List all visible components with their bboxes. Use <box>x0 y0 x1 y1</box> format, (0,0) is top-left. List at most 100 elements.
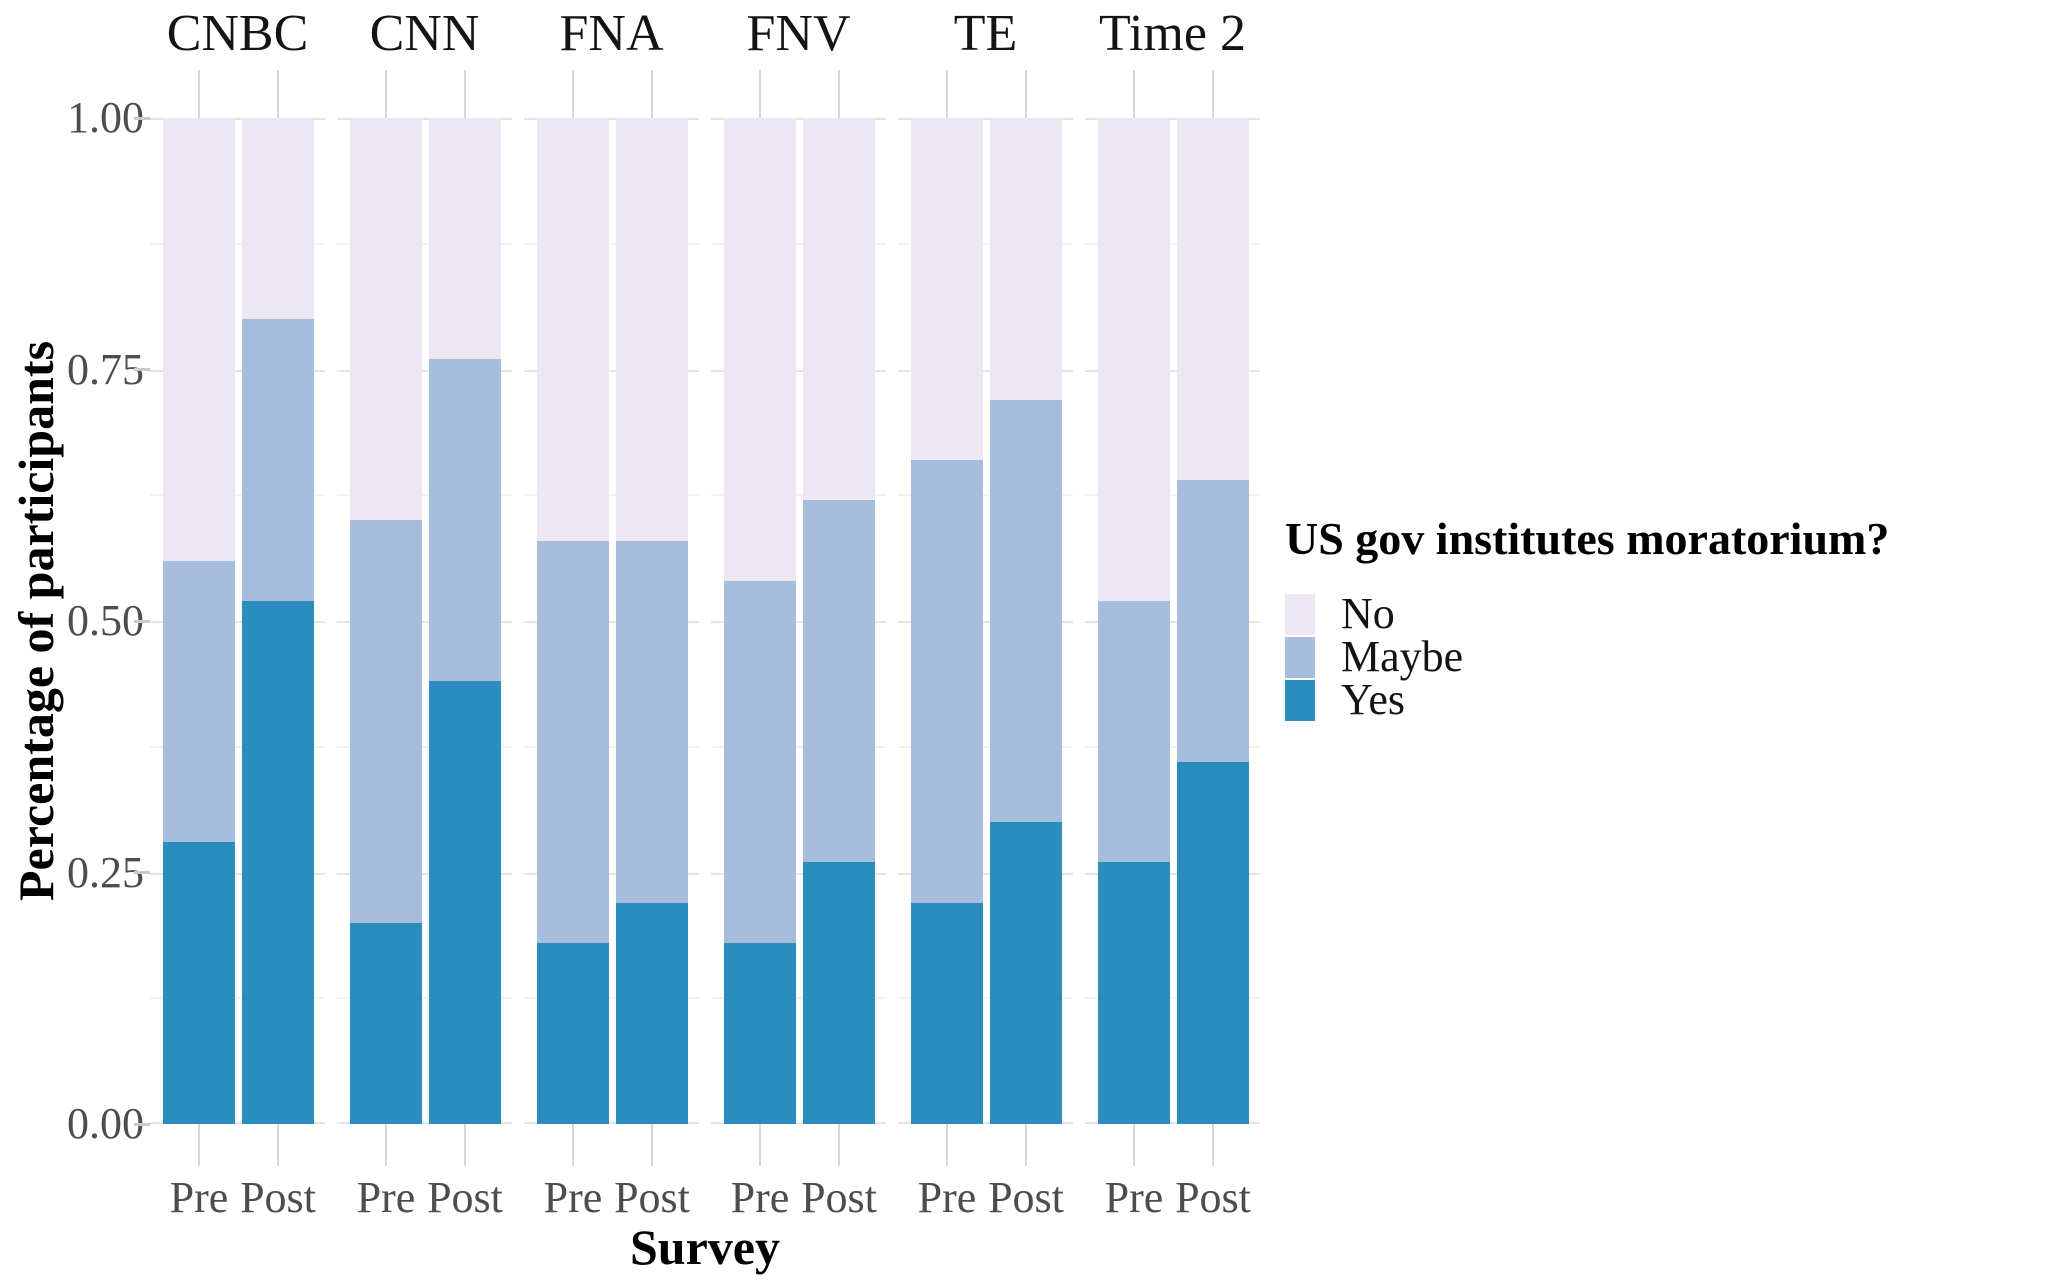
x-tick-label-fna-post: Post <box>614 1173 690 1222</box>
x-axis-tick <box>946 1124 948 1166</box>
gridline-minor <box>898 997 1073 1000</box>
gridline-major <box>711 872 886 875</box>
bar-segment-no <box>242 118 314 320</box>
x-axis-tick <box>759 1124 761 1166</box>
x-tick-label-cnbc-pre: Pre <box>169 1173 229 1222</box>
x-axis-tick <box>277 1124 279 1166</box>
bar-cnbc-pre <box>163 118 235 1124</box>
x-axis-tick <box>385 1124 387 1166</box>
bar-segment-yes <box>1177 761 1249 1124</box>
bar-segment-maybe <box>163 560 235 843</box>
x-tick-label-fnv-post: Post <box>801 1173 877 1222</box>
gridline-major <box>1085 621 1260 623</box>
gridline-major <box>1085 1122 1260 1124</box>
legend-swatch-maybe <box>1285 636 1315 678</box>
top-axis-tick <box>1025 70 1027 118</box>
bar-segment-yes <box>350 922 422 1124</box>
facet-panel-te <box>898 118 1073 1124</box>
gridline-minor <box>711 494 886 497</box>
gridline-minor <box>337 242 512 245</box>
bar-segment-maybe <box>350 520 422 923</box>
gridline-minor <box>337 997 512 1000</box>
gridline-major <box>898 369 1073 372</box>
bar-segment-maybe <box>803 500 875 863</box>
bar-segment-no <box>429 118 501 360</box>
x-tick-label-cnn-pre: Pre <box>356 1173 416 1222</box>
gridline-minor <box>1085 745 1260 748</box>
bar-segment-maybe <box>537 540 609 943</box>
x-tick-label-te-post: Post <box>988 1173 1064 1222</box>
y-tick-label-0.75: 0.75 <box>67 344 144 394</box>
x-tick-label-time-2-pre: Pre <box>1104 1173 1164 1222</box>
bar-segment-yes <box>429 681 501 1124</box>
bar-segment-maybe <box>990 399 1062 823</box>
bar-segment-yes <box>911 902 983 1124</box>
bar-segment-yes <box>537 942 609 1124</box>
x-axis-tick <box>838 1124 840 1166</box>
y-tick-label-1.00: 1.00 <box>67 93 144 142</box>
x-axis-tick <box>1212 1124 1214 1166</box>
gridline-major <box>337 1122 512 1124</box>
bar-segment-yes <box>990 822 1062 1124</box>
x-axis-tick <box>1025 1124 1027 1166</box>
bar-segment-yes <box>163 842 235 1124</box>
bar-fna-pre <box>537 118 609 1124</box>
bar-fna-post <box>616 118 688 1124</box>
gridline-major <box>524 621 699 623</box>
top-axis-tick <box>277 70 279 118</box>
y-tick-label-0.50: 0.50 <box>67 596 144 645</box>
y-axis-tick <box>134 619 150 623</box>
gridline-major <box>1085 118 1260 120</box>
facet-label-fnv: FNV <box>746 5 851 62</box>
gridline-major <box>1085 369 1260 372</box>
gridline-major <box>711 369 886 372</box>
legend-label-yes: Yes <box>1341 675 1406 724</box>
gridline-minor <box>524 242 699 245</box>
legend-swatch-yes <box>1285 679 1315 721</box>
x-tick-label-fnv-pre: Pre <box>730 1173 790 1222</box>
gridline-minor <box>150 745 325 748</box>
x-axis-tick <box>464 1124 466 1166</box>
bar-segment-maybe <box>616 540 688 903</box>
bar-segment-no <box>163 118 235 561</box>
gridline-major <box>711 621 886 623</box>
legend-label-maybe: Maybe <box>1341 632 1464 681</box>
gridline-minor <box>524 997 699 1000</box>
bar-segment-yes <box>242 600 314 1124</box>
gridline-minor <box>524 745 699 748</box>
bar-segment-no <box>911 118 983 461</box>
gridline-minor <box>898 242 1073 245</box>
bar-segment-yes <box>724 942 796 1124</box>
bar-fnv-post <box>803 118 875 1124</box>
gridline-major <box>898 1122 1073 1124</box>
facet-label-cnn: CNN <box>369 5 480 62</box>
gridline-major <box>524 1122 699 1124</box>
gridline-minor <box>898 494 1073 497</box>
bar-segment-no <box>616 118 688 541</box>
facet-panel-cnn <box>337 118 512 1124</box>
legend-item-yes: Yes <box>1285 675 1889 724</box>
top-axis-tick <box>464 70 466 118</box>
gridline-minor <box>337 745 512 748</box>
bar-cnbc-post <box>242 118 314 1124</box>
gridline-major <box>898 872 1073 875</box>
gridline-major <box>150 872 325 875</box>
bar-segment-maybe <box>911 460 983 903</box>
y-axis-tick <box>134 368 150 371</box>
gridline-major <box>150 118 325 120</box>
x-axis-tick <box>1133 1124 1135 1166</box>
gridline-minor <box>150 242 325 245</box>
gridline-major <box>524 872 699 875</box>
x-axis-tick <box>572 1124 574 1166</box>
bar-segment-no <box>724 118 796 581</box>
x-axis-tick <box>651 1124 653 1166</box>
x-axis-title: Survey <box>630 1219 780 1275</box>
legend-item-no: No <box>1285 592 1889 636</box>
bar-segment-yes <box>616 902 688 1124</box>
gridline-minor <box>150 494 325 497</box>
top-axis-tick <box>1212 70 1214 118</box>
top-axis-tick <box>1133 70 1135 118</box>
gridline-major <box>337 118 512 120</box>
